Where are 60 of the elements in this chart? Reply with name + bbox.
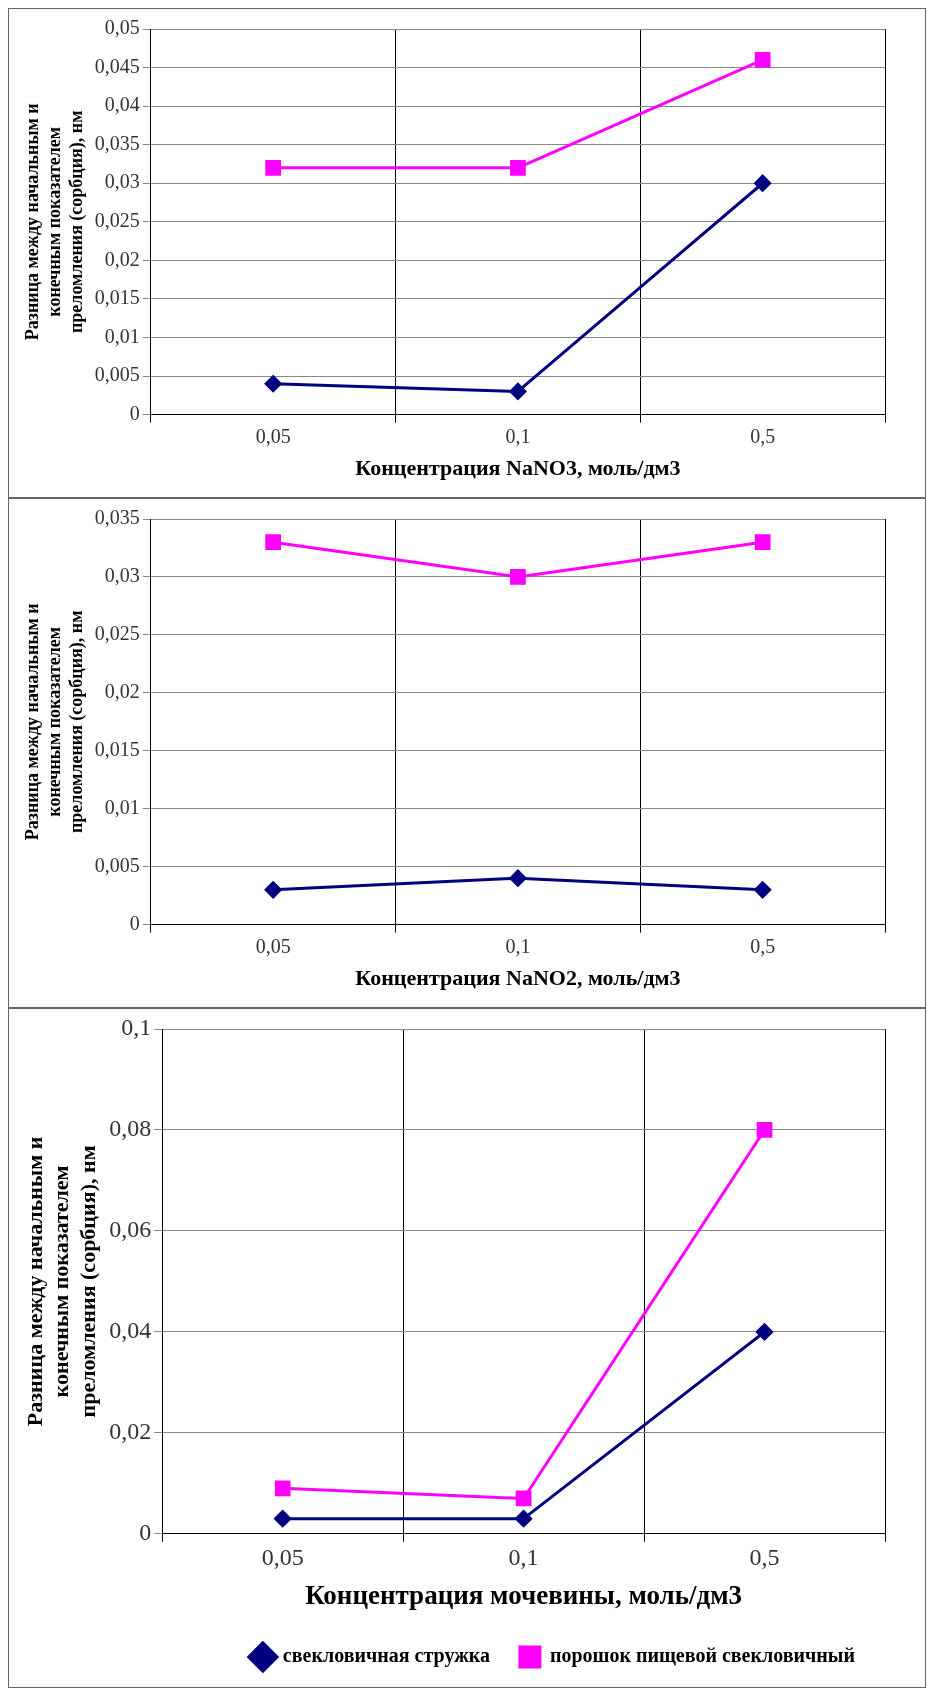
point <box>265 159 282 176</box>
x-tick-label: 0,5 <box>750 424 776 447</box>
y-tick-label: 0,005 <box>94 363 140 386</box>
x-tick-label: 0,5 <box>749 1544 780 1571</box>
point <box>509 869 527 887</box>
y-tick-label: 0 <box>129 401 140 424</box>
x-tick-label: 0,05 <box>261 1544 304 1571</box>
y-tick-label: 0,025 <box>94 209 140 232</box>
x-axis-title: Концентрация мочевины, моль/дм3 <box>305 1579 743 1610</box>
point <box>264 375 282 393</box>
y-tick-label: 0,03 <box>104 170 140 193</box>
x-axis-title: Концентрация NaNO2, моль/дм3 <box>355 965 681 991</box>
y-tick-label: 0 <box>139 1519 152 1546</box>
x-tick-label: 0,1 <box>508 1544 539 1571</box>
x-tick-label: 0,1 <box>505 934 531 957</box>
y-tick-label: 0,08 <box>109 1115 152 1142</box>
y-tick-label: 0,015 <box>94 286 140 309</box>
point <box>264 881 282 899</box>
y-tick-label: 0,02 <box>109 1418 152 1445</box>
y-tick-label: 0,015 <box>94 738 140 761</box>
point <box>274 1510 292 1528</box>
point <box>754 51 771 68</box>
point <box>510 159 526 176</box>
y-axis-title: Разница между начальным и конечным показателем преломления (сорбция), нм <box>22 603 87 841</box>
y-tick-label: 0,01 <box>104 795 140 818</box>
y-tick-label: 0,005 <box>94 853 140 876</box>
y-tick-label: 0,05 <box>104 16 140 39</box>
point <box>515 1510 533 1528</box>
x-tick-label: 0,5 <box>750 934 776 957</box>
y-tick-label: 0,025 <box>94 622 140 645</box>
legend-label: свекловичная стружка <box>282 1644 490 1668</box>
y-axis-title: Разница между начальным и конечным показателем преломления (сорбция), нм <box>22 103 87 341</box>
y-axis-title: Разница между начальным и конечным показателем преломления (сорбция), нм <box>21 1136 100 1427</box>
y-tick-label: 0,035 <box>94 506 140 529</box>
point <box>754 534 771 551</box>
y-tick-label: 0,04 <box>104 93 140 116</box>
y-tick-label: 0,045 <box>94 54 140 77</box>
y-tick-label: 0,02 <box>104 247 140 270</box>
point <box>510 569 526 585</box>
point <box>754 174 772 192</box>
y-tick-label: 0,03 <box>104 564 140 587</box>
point <box>509 382 527 400</box>
point <box>756 1122 773 1138</box>
y-tick-label: 0,01 <box>104 324 140 347</box>
y-tick-label: 0,04 <box>109 1317 152 1344</box>
point <box>754 881 772 899</box>
x-tick-label: 0,05 <box>255 934 291 957</box>
point <box>756 1323 774 1341</box>
point <box>515 1490 532 1507</box>
y-tick-label: 0 <box>129 911 140 934</box>
x-axis-title: Концентрация NaNO3, моль/дм3 <box>355 455 681 481</box>
y-tick-label: 0,1 <box>121 1014 152 1041</box>
y-tick-label: 0,035 <box>94 131 140 154</box>
x-tick-label: 0,05 <box>255 424 291 447</box>
point <box>265 534 282 551</box>
legend-label: порошок пищевой свекловичный <box>549 1644 856 1668</box>
y-tick-label: 0,02 <box>104 680 140 703</box>
y-tick-label: 0,06 <box>109 1216 152 1243</box>
x-tick-label: 0,1 <box>505 424 531 447</box>
point <box>274 1480 291 1497</box>
